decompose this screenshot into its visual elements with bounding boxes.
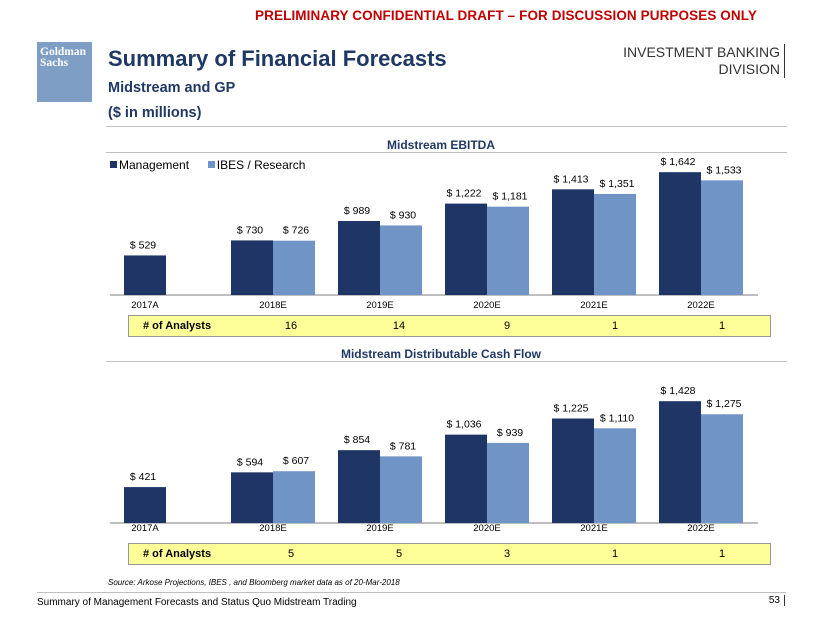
dcf-data-label: $ 939: [497, 427, 523, 439]
chart-legend: Management IBES / Research: [110, 157, 305, 172]
ebitda-data-label: $ 1,351: [599, 178, 634, 190]
dcf-data-label: $ 1,428: [660, 385, 695, 397]
dcf-tick-label: 2022E: [687, 523, 714, 534]
ebitda-bar-ibes: [273, 240, 315, 295]
dcf-data-label: $ 1,225: [553, 403, 588, 415]
chart-title-dcf: Midstream Distributable Cash Flow: [340, 347, 542, 361]
dcf-tick-label: 2018E: [259, 523, 286, 534]
dcf-data-label: $ 1,275: [706, 398, 741, 410]
units-note: ($ in millions): [108, 105, 202, 121]
ebitda-bar-management: [445, 203, 487, 295]
dcf-tick-label: 2020E: [473, 523, 500, 534]
ebitda-data-label: $ 726: [283, 225, 309, 237]
ebitda-bar-ibes: [487, 206, 529, 295]
dcf-bar-management: [552, 418, 594, 523]
analysts-row-ebitda: # of Analysts 16 14 9 1 1: [128, 315, 771, 337]
ebitda-bar-ibes: [380, 225, 422, 295]
dcf-data-label: $ 854: [344, 434, 370, 446]
ebitda-data-label: $ 930: [390, 209, 416, 221]
legend-label-ibes: IBES / Research: [216, 157, 306, 172]
draft-notice: PRELIMINARY CONFIDENTIAL DRAFT – FOR DIS…: [255, 8, 757, 23]
ebitda-data-label: $ 529: [130, 239, 156, 251]
division-line-2: DIVISION: [718, 61, 780, 77]
analysts-count: 5: [395, 548, 403, 560]
ebitda-data-label: $ 1,642: [660, 156, 695, 168]
division-label: INVESTMENT BANKING DIVISION: [623, 44, 785, 78]
dcf-data-label: $ 421: [130, 471, 156, 483]
analysts-count: 16: [284, 320, 298, 332]
ebitda-bar-management: [231, 240, 273, 295]
analysts-count: 1: [718, 548, 726, 560]
dcf-bar-management: [445, 434, 487, 523]
ebitda-data-label: $ 730: [237, 224, 263, 236]
page-subtitle: Midstream and GP: [108, 80, 236, 96]
division-line-1: INVESTMENT BANKING: [623, 44, 780, 60]
dcf-bar-ibes: [594, 428, 636, 523]
ebitda-bar-ibes: [594, 193, 636, 295]
footer-divider: [37, 592, 786, 593]
dcf-bar-ibes: [380, 456, 422, 523]
dcf-bar-ibes: [487, 442, 529, 523]
ebitda-tick-label: 2022E: [687, 300, 714, 311]
ebitda-tick-label: 2017A: [131, 300, 159, 311]
ebitda-tick-label: 2021E: [580, 300, 607, 311]
ebitda-tick-label: 2018E: [259, 300, 286, 311]
ebitda-bar-management: [338, 221, 380, 295]
dcf-bar-management: [659, 401, 701, 523]
ebitda-data-label: $ 989: [344, 205, 370, 217]
analysts-label: # of Analysts: [143, 320, 212, 332]
dcf-tick-label: 2017A: [131, 523, 159, 534]
legend-swatch-management: [110, 161, 117, 169]
chart-title-divider-ebitda: [106, 152, 787, 153]
ebitda-tick-label: 2020E: [473, 300, 500, 311]
page-title: Summary of Financial Forecasts: [108, 46, 447, 71]
ebitda-data-label: $ 1,533: [706, 164, 741, 176]
dcf-data-label: $ 1,036: [446, 419, 481, 431]
analysts-count: 1: [611, 548, 619, 560]
legend-swatch-ibes: [207, 161, 215, 169]
dcf-bar-management: [338, 450, 380, 523]
dcf-tick-label: 2021E: [580, 523, 607, 534]
analysts-row-dcf: # of Analysts 5 5 3 1 1: [128, 543, 771, 565]
analysts-count: 5: [287, 548, 295, 560]
dcf-bar-ibes: [273, 471, 315, 523]
ebitda-data-label: $ 1,413: [553, 173, 588, 185]
ebitda-bar-management: [552, 189, 594, 295]
ebitda-bar-ibes: [701, 180, 743, 295]
footer-text: Summary of Management Forecasts and Stat…: [37, 597, 357, 608]
dcf-tick-label: 2019E: [366, 523, 393, 534]
ebitda-tick-label: 2019E: [366, 300, 393, 311]
header-divider: [106, 126, 787, 127]
legend-label-management: Management: [119, 157, 190, 172]
ebitda-data-label: $ 1,222: [446, 188, 481, 200]
source-note: Source: Arkose Projections, IBES , and B…: [108, 578, 400, 587]
dcf-bar-management: [231, 472, 273, 523]
chart-title-divider-dcf: [106, 361, 787, 362]
analysts-label: # of Analysts: [143, 548, 212, 560]
chart-title-ebitda: Midstream EBITDA: [386, 138, 496, 152]
dcf-data-label: $ 594: [237, 456, 263, 468]
analysts-count: 3: [503, 548, 511, 560]
ebitda-bar-management: [659, 172, 701, 295]
dcf-data-label: $ 607: [283, 455, 309, 467]
analysts-count: 1: [611, 320, 619, 332]
dcf-data-label: $ 781: [390, 440, 416, 452]
analysts-count: 9: [503, 320, 511, 332]
page-number: 53: [769, 595, 785, 606]
ebitda-bar-management: [124, 255, 166, 295]
goldman-sachs-logo: Goldman Sachs: [37, 42, 92, 102]
dcf-bar-management: [124, 487, 166, 523]
analysts-count: 14: [392, 320, 406, 332]
dcf-data-label: $ 1,110: [600, 412, 634, 424]
analysts-count: 1: [718, 320, 726, 332]
logo-line-2: Sachs: [40, 57, 69, 69]
ebitda-data-label: $ 1,181: [492, 191, 527, 203]
logo-line-1: Goldman: [40, 46, 87, 58]
dcf-bar-ibes: [701, 414, 743, 523]
